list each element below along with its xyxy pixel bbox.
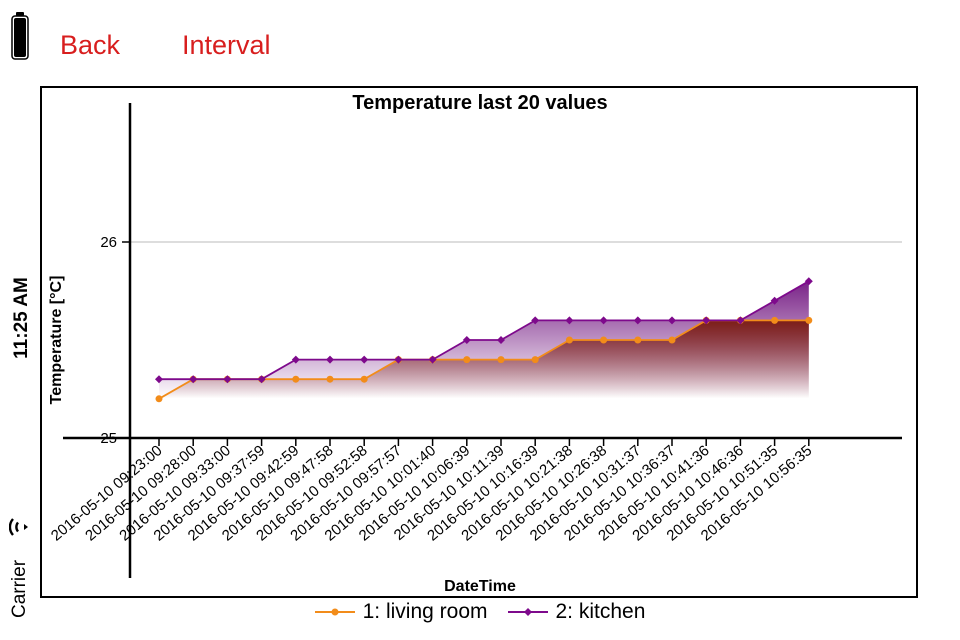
data-point-living-room — [531, 356, 539, 364]
interval-button[interactable]: Interval — [182, 30, 271, 60]
legend-item-kitchen: 2: kitchen — [507, 600, 646, 624]
data-point-living-room — [463, 356, 471, 364]
data-point-kitchen — [326, 355, 334, 364]
data-point-living-room — [155, 395, 163, 403]
x-axis-label: DateTime — [444, 578, 516, 595]
data-point-kitchen — [770, 296, 779, 305]
data-point-kitchen — [702, 316, 711, 325]
data-point-kitchen — [668, 316, 676, 325]
data-point-kitchen — [291, 355, 300, 364]
back-button[interactable]: Back — [60, 30, 121, 60]
series-line-living-room — [158, 319, 809, 400]
data-point-kitchen — [257, 375, 266, 384]
data-point-kitchen — [394, 355, 403, 364]
data-point-kitchen — [633, 316, 642, 325]
y-tick-label: 26 — [100, 234, 117, 251]
data-point-kitchen — [462, 336, 471, 344]
series-line-kitchen — [159, 280, 810, 381]
data-point-kitchen — [360, 355, 369, 364]
data-point-living-room — [565, 336, 573, 344]
data-point-kitchen — [497, 336, 505, 344]
data-point-kitchen — [223, 375, 232, 384]
legend-swatch-living-room — [314, 608, 355, 616]
legend-item-living-room: 1: living room — [314, 600, 488, 624]
data-point-kitchen — [428, 355, 437, 364]
wifi-icon — [9, 518, 28, 536]
chart-title: Temperature last 20 values — [352, 92, 607, 114]
data-point-living-room — [600, 336, 608, 344]
data-point-living-room — [326, 375, 334, 383]
data-point-living-room — [292, 375, 300, 383]
data-point-kitchen — [189, 375, 198, 384]
battery-icon — [11, 12, 29, 60]
data-point-living-room — [634, 336, 642, 344]
status-bar: 11:25 AM Carrier — [0, 0, 40, 640]
data-point-kitchen — [804, 277, 813, 286]
legend-label-kitchen: 2: kitchen — [555, 600, 646, 623]
chart-frame — [40, 86, 918, 598]
data-point-living-room — [497, 356, 505, 364]
y-axis-label: Temperature [°C] — [48, 276, 65, 405]
legend-swatch-kitchen — [507, 608, 548, 616]
data-point-living-room — [668, 336, 676, 344]
data-point-living-room — [771, 316, 779, 324]
data-point-living-room — [360, 375, 368, 383]
chart-legend: 1: living room 2: kitchen — [0, 598, 960, 626]
data-point-kitchen — [736, 316, 745, 325]
data-point-living-room — [805, 316, 813, 324]
data-point-kitchen — [565, 316, 574, 325]
legend-label-living-room: 1: living room — [362, 600, 488, 623]
data-point-kitchen — [531, 316, 540, 325]
data-point-kitchen — [599, 316, 608, 325]
navigation-bar: Back Interval — [0, 0, 960, 86]
data-point-kitchen — [155, 375, 163, 384]
